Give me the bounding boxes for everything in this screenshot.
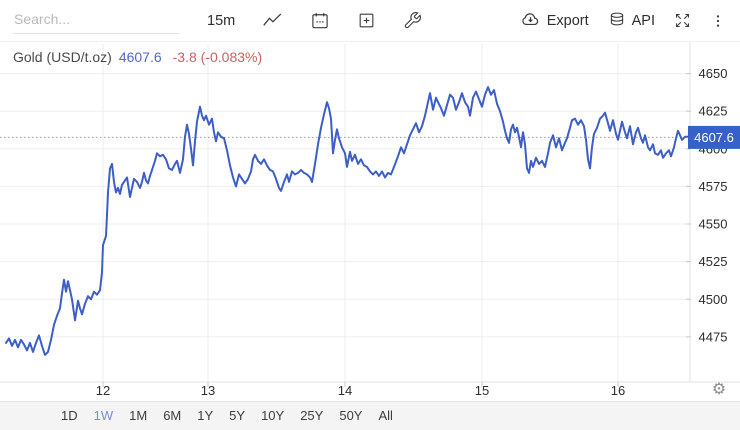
settings-tools-button[interactable] [403, 11, 422, 30]
y-axis-label: 4500 [699, 292, 728, 307]
more-menu-button[interactable] [710, 12, 726, 30]
range-buttons: 1D 1W 1M 6M 1Y 5Y 10Y 25Y 50Y All [53, 402, 401, 430]
add-compare-icon [359, 13, 374, 28]
y-axis-labels: 46504625460045754550452545004475 [699, 66, 728, 344]
y-axis-label: 4625 [699, 104, 728, 119]
range-button-1d[interactable]: 1D [53, 402, 86, 430]
api-label: API [631, 12, 655, 29]
date-range-button[interactable] [310, 11, 330, 31]
axes [0, 42, 740, 387]
settings-gear-icon[interactable]: ⚙ [711, 379, 727, 398]
x-axis-labels: 12 13 14 15 16 [96, 383, 625, 398]
y-axis-label: 4475 [699, 329, 728, 344]
more-menu-icon [716, 14, 720, 27]
price-line-series [5, 86, 689, 356]
fullscreen-button[interactable] [674, 12, 691, 29]
export-label: Export [546, 12, 589, 29]
range-button-5y[interactable]: 5Y [221, 402, 253, 430]
search-input[interactable] [13, 7, 180, 34]
calendar-icon [312, 12, 328, 28]
export-button[interactable]: Export [520, 10, 589, 31]
chart-region: 4650462546004575455045254500447512131415… [0, 42, 740, 402]
x-axis-label: 12 [96, 383, 110, 398]
range-button-all[interactable]: All [370, 402, 400, 430]
chart-type-button[interactable] [262, 10, 283, 31]
y-axis-label: 4525 [699, 254, 728, 269]
x-axis-label: 15 [475, 383, 489, 398]
export-cloud-icon [522, 13, 538, 26]
fullscreen-icon [675, 13, 690, 28]
range-button-10y[interactable]: 10Y [253, 402, 292, 430]
x-axis-label: 13 [201, 383, 215, 398]
range-bar: 1D 1W 1M 6M 1Y 5Y 10Y 25Y 50Y All [0, 401, 740, 430]
toolbar-right: Export API [520, 10, 726, 31]
api-database-icon [610, 12, 623, 26]
range-button-50y[interactable]: 50Y [331, 402, 370, 430]
range-button-6m[interactable]: 6M [155, 402, 189, 430]
range-button-1w[interactable]: 1W [86, 402, 122, 430]
y-axis-label: 4550 [699, 217, 728, 232]
tools-wrench-icon [405, 12, 422, 29]
last-price-tag: 4607.6 [688, 125, 740, 149]
toolbar: 15m [0, 0, 740, 42]
range-button-25y[interactable]: 25Y [292, 402, 331, 430]
range-button-1m[interactable]: 1M [121, 402, 155, 430]
y-axis-label: 4650 [699, 66, 728, 81]
x-axis-label: 14 [338, 383, 352, 398]
compare-add-button[interactable] [357, 11, 376, 30]
gridlines [0, 44, 690, 382]
x-axis-label: 16 [611, 383, 625, 398]
interval-button[interactable]: 15m [207, 12, 236, 29]
last-price-tag-value: 4607.6 [694, 130, 734, 145]
y-axis-label: 4575 [699, 179, 728, 194]
price-chart[interactable]: 4650462546004575455045254500447512131415… [0, 42, 740, 402]
range-button-1y[interactable]: 1Y [189, 402, 221, 430]
api-button[interactable]: API [608, 11, 655, 30]
line-chart-icon [263, 13, 282, 26]
chart-tools: 15m [207, 10, 422, 31]
